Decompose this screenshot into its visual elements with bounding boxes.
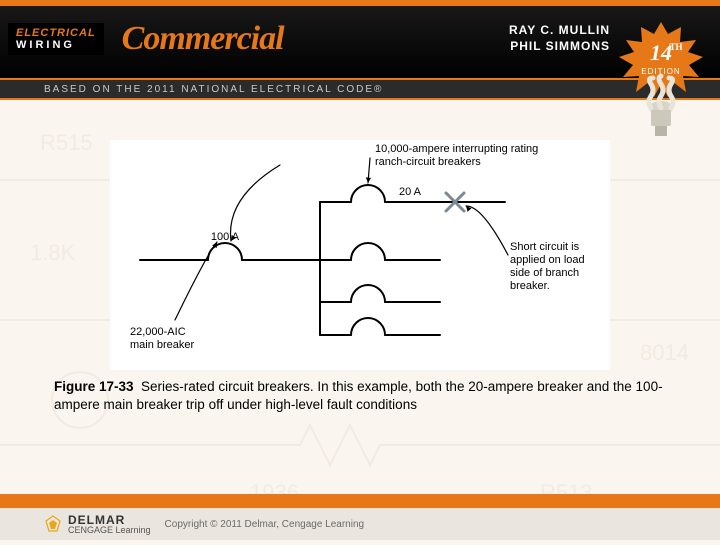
publisher-subtitle: CENGAGE Learning	[68, 526, 151, 535]
subheader-bar: BASED ON THE 2011 NATIONAL ELECTRICAL CO…	[0, 78, 720, 100]
edition-badge: 14 TH EDITION	[616, 22, 706, 142]
svg-text:10,000-ampere interrupting rat: 10,000-ampere interrupting rating	[375, 143, 538, 155]
electrical-wiring-logo: ELECTRICAL WIRING	[8, 23, 104, 55]
svg-text:side of branch: side of branch	[510, 267, 579, 279]
header-accent-stripe	[0, 0, 720, 6]
author-2: PHIL SIMMONS	[509, 39, 610, 55]
footer-accent-stripe	[0, 494, 720, 508]
svg-text:applied on load: applied on load	[510, 254, 585, 266]
author-names: RAY C. MULLIN PHIL SIMMONS	[509, 23, 610, 54]
svg-text:100 A: 100 A	[211, 231, 240, 243]
cfl-bulb-icon	[649, 76, 673, 136]
svg-text:20 A: 20 A	[399, 186, 422, 198]
logo-bottom-text: WIRING	[16, 39, 96, 51]
content-area: 100 A 20 A 10,000-ampere interrupting rati…	[0, 100, 720, 494]
figure-label: Figure 17-33	[54, 379, 134, 394]
publisher-name: DELMAR	[68, 514, 151, 526]
page-footer: DELMAR CENGAGE Learning Copyright © 2011…	[0, 494, 720, 540]
svg-text:ranch-circuit breakers: ranch-circuit breakers	[375, 156, 481, 168]
copyright-text: Copyright © 2011 Delmar, Cengage Learnin…	[165, 519, 365, 530]
subheader-text: BASED ON THE 2011 NATIONAL ELECTRICAL CO…	[44, 84, 383, 95]
footer-bar: DELMAR CENGAGE Learning Copyright © 2011…	[0, 508, 720, 540]
page-header: ELECTRICAL WIRING Commercial RAY C. MULL…	[0, 0, 720, 78]
edition-suffix: TH	[669, 42, 682, 52]
delmar-mark-icon	[44, 515, 62, 533]
figure-caption: Figure 17-33 Series-rated circuit breake…	[54, 378, 666, 414]
logo-top-text: ELECTRICAL	[16, 27, 96, 39]
circuit-diagram-figure: 100 A 20 A 10,000-ampere interrupting rati…	[110, 140, 610, 370]
author-1: RAY C. MULLIN	[509, 23, 610, 39]
commercial-brand: Commercial	[122, 20, 284, 58]
svg-text:Short circuit is: Short circuit is	[510, 241, 580, 253]
figure-caption-text: Series-rated circuit breakers. In this e…	[54, 379, 663, 412]
svg-text:22,000-AIC: 22,000-AIC	[130, 326, 186, 338]
svg-text:breaker.: breaker.	[510, 280, 550, 292]
svg-text:main breaker: main breaker	[130, 339, 195, 351]
publisher-logo: DELMAR CENGAGE Learning	[44, 514, 151, 535]
